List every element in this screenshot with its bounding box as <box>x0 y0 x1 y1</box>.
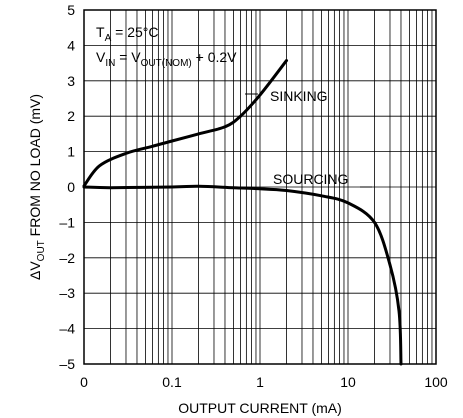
x-tick-labels: 0 0.1 1 10 100 <box>80 374 448 390</box>
x-tick-label: 0 <box>80 374 88 390</box>
series-line-sourcing <box>82 184 403 366</box>
y-tick-label: –3 <box>59 285 75 301</box>
y-tick-label: –5 <box>59 356 75 372</box>
x-tick-label: 0.1 <box>162 374 182 390</box>
y-tick-label: 3 <box>67 73 75 89</box>
annotation-temperature: TA = 25°C <box>96 24 158 44</box>
y-tick-label: 1 <box>67 144 75 160</box>
y-tick-label: 5 <box>67 2 75 18</box>
x-tick-label: 10 <box>340 374 356 390</box>
y-tick-label: 2 <box>67 108 75 124</box>
x-axis-title: OUTPUT CURRENT (mA) <box>178 400 342 416</box>
y-axis-title: ΔVOUT FROM NO LOAD (mV) <box>27 94 47 280</box>
sourcing-series-label: SOURCING <box>273 171 348 187</box>
x-tick-label: 100 <box>424 374 448 390</box>
annotation-input-voltage: VIN = VOUT(NOM) + 0.2V <box>96 49 237 69</box>
series-line-sinking <box>82 59 288 188</box>
y-tick-label: –2 <box>59 250 75 266</box>
y-tick-label: 0 <box>67 179 75 195</box>
x-tick-label: 1 <box>256 374 264 390</box>
y-tick-label: –1 <box>59 214 75 230</box>
y-tick-labels: 5 4 3 2 1 0 –1 –2 –3 –4 –5 <box>59 2 75 372</box>
series-group <box>82 59 403 366</box>
y-tick-label: –4 <box>59 321 75 337</box>
y-tick-label: 4 <box>67 37 75 53</box>
sinking-series-label: SINKING <box>270 88 328 104</box>
